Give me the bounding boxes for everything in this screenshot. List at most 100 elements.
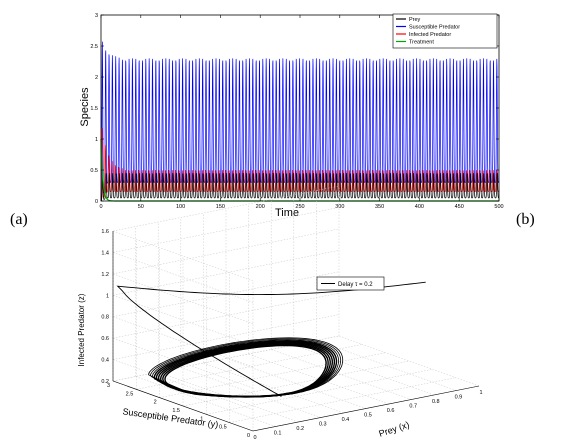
trajectory-limit-cycle <box>159 342 331 398</box>
grid-line <box>112 359 254 410</box>
legend-box <box>392 13 498 49</box>
susceptible-predator-line <box>100 41 500 201</box>
y-tick-label-b: 1.5 <box>172 408 180 414</box>
x-tick-label-b: 0.2 <box>296 426 304 432</box>
grid-line <box>158 371 299 423</box>
grid-line <box>159 352 386 398</box>
legend-label-delay: Delay τ = 0.2 <box>338 282 373 288</box>
grid-line <box>112 335 340 382</box>
phase-portrait-z-axis-label: Infected Predator (z) <box>77 293 86 366</box>
grid-line <box>225 358 367 409</box>
x-tick-label-b: 0 <box>253 435 256 441</box>
grid-line <box>252 385 480 432</box>
grid-line <box>112 337 254 389</box>
z-tick-label-b: 1.2 <box>101 272 109 278</box>
grid-line <box>182 360 410 407</box>
grid-line <box>112 380 254 432</box>
x-tick-label: 0 <box>99 204 102 210</box>
x-tick-label-b: 1 <box>479 390 482 396</box>
grid-line <box>136 344 363 390</box>
trajectory-limit-cycle <box>153 339 338 398</box>
grid-line <box>112 314 340 360</box>
time-series-legend: Prey Susceptible Predator Infected Preda… <box>392 13 498 49</box>
trajectory-limit-cycle <box>162 343 329 398</box>
y-tick-label: 2.5 <box>90 44 98 50</box>
y-tick-label: 3 <box>95 13 98 19</box>
x-tick-label-b: 0.8 <box>432 399 440 405</box>
grid-line <box>180 367 321 418</box>
x-tick-label-b: 0.3 <box>319 422 327 428</box>
grid-line <box>338 335 480 387</box>
x-tick-label-b: 0.5 <box>364 413 372 419</box>
z-tick-label-b: 1 <box>106 293 109 299</box>
grid-line <box>112 230 254 282</box>
grid-line <box>112 316 254 367</box>
x-tick-label-b: 0.9 <box>455 395 463 401</box>
x-tick-label: 450 <box>455 204 464 210</box>
y-tick-label-b: 1 <box>200 416 203 422</box>
y-tick-label-b: 2.5 <box>126 391 134 397</box>
x-tick-label: 200 <box>256 204 265 210</box>
phase-portrait-trajectory <box>116 281 426 398</box>
grid-line <box>112 295 254 346</box>
legend-label-infected-predator: Infected Predator <box>409 32 451 38</box>
grid-line <box>248 353 389 405</box>
phase-portrait-ticks: 0 0.1 0.2 0.3 0.4 0.5 0.6 0.7 0.8 0.9 1 0 0.5 1 1.5 2 2.… <box>101 229 482 441</box>
legend-label-prey: Prey <box>409 17 421 23</box>
x-tick-label-b: 0.6 <box>387 408 395 414</box>
grid-line <box>112 335 340 382</box>
grid-line <box>112 380 254 432</box>
phase-portrait-y-axis-label: Susceptible Predator (y) <box>122 406 219 429</box>
x-tick-label: 350 <box>375 204 384 210</box>
time-series-chart: 0 50 100 150 200 250 300 350 400 450 50000.511.522… <box>79 13 504 219</box>
grid-line <box>135 376 276 427</box>
y-tick-label: 1.5 <box>90 106 98 112</box>
time-series-y-axis-label: Species <box>79 87 91 127</box>
legend-box-b <box>316 276 385 291</box>
x-tick-label: 300 <box>335 204 344 210</box>
grid-line <box>206 369 433 415</box>
x-axis <box>252 385 480 432</box>
x-tick-label: 150 <box>216 204 225 210</box>
z-tick-label-b: 0.4 <box>101 358 109 364</box>
x-tick-label: 100 <box>176 204 185 210</box>
y-tick-label-b: 3 <box>107 383 110 389</box>
grid-line <box>112 252 254 303</box>
grid-line <box>271 349 412 400</box>
x-tick-label-b: 0.4 <box>342 417 350 423</box>
legend-label-susceptible-predator: Susceptible Predator <box>409 25 460 31</box>
trajectory-limit-cycle <box>151 339 340 398</box>
x-tick-label: 400 <box>415 204 424 210</box>
time-series-x-axis-label: Time <box>275 207 299 219</box>
x-tick-label: 500 <box>494 204 503 210</box>
x-tick-label-b: 0.7 <box>409 404 417 410</box>
z-tick-label-b: 0.6 <box>101 336 109 342</box>
z-tick-label-b: 0.2 <box>101 379 109 385</box>
panel-label-a: (a) <box>10 211 28 228</box>
panel-label-b: (b) <box>516 211 535 228</box>
legend-label-treatment: Treatment <box>409 40 434 46</box>
grid-line <box>293 344 434 396</box>
y-tick-label: 0 <box>95 199 98 205</box>
grid-line <box>112 273 254 325</box>
y-axis <box>112 380 254 432</box>
z-tick-label-b: 0.8 <box>101 315 109 321</box>
x-tick-label-b: 0.1 <box>274 431 282 437</box>
grid-line <box>203 362 344 414</box>
trajectory-limit-cycle <box>149 338 342 398</box>
phase-portrait-legend: Delay τ = 0.2 <box>316 276 385 291</box>
y-tick-label: 0.5 <box>90 168 98 174</box>
grid-line <box>112 228 340 275</box>
phase-portrait-x-axis-label: Prey (x) <box>378 420 411 439</box>
z-tick-label-b: 1.4 <box>101 250 109 256</box>
x-tick-label: 50 <box>138 204 144 210</box>
trajectory-limit-cycle <box>148 337 344 398</box>
y-tick-label: 1 <box>95 137 98 143</box>
grid-line <box>112 271 340 317</box>
grid-line <box>112 250 340 296</box>
grid-line <box>229 377 456 423</box>
y-tick-label-b: 2 <box>154 400 157 406</box>
trajectory-limit-cycle <box>164 344 327 397</box>
y-tick-label-b: 0.5 <box>219 425 227 431</box>
trajectory-limit-cycle <box>155 341 336 398</box>
